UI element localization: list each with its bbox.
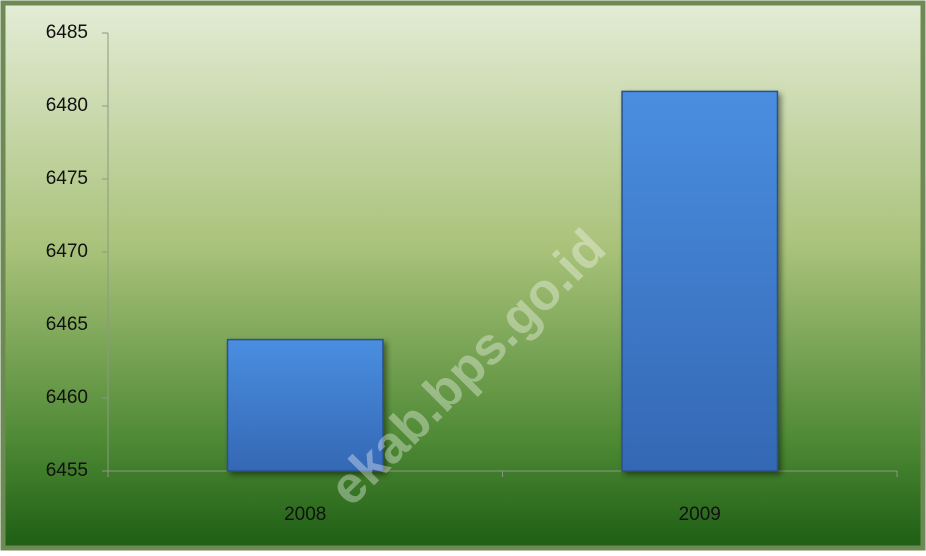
y-tick-label: 6470 [46, 241, 88, 262]
y-tick-label: 6460 [46, 387, 88, 408]
bar [621, 90, 779, 472]
bar [226, 338, 384, 472]
y-tick-label: 6455 [46, 460, 88, 481]
x-tick-label: 2008 [284, 504, 326, 525]
y-tick-label: 6480 [46, 95, 88, 116]
y-tick-label: 6485 [46, 22, 88, 43]
x-tick-label: 2009 [679, 504, 721, 525]
y-tick-label: 6475 [46, 168, 88, 189]
y-tick-label: 6465 [46, 314, 88, 335]
